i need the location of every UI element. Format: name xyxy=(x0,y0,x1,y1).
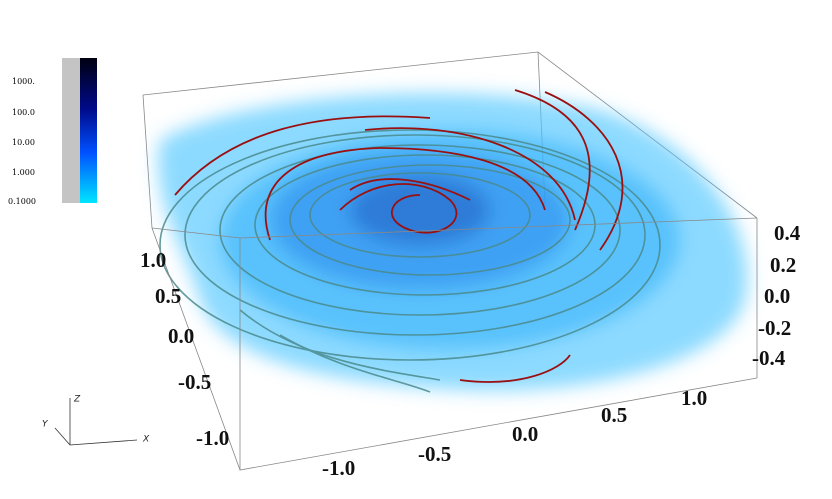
x-axis-labels: -1.0 -0.5 0.0 0.5 1.0 xyxy=(322,386,707,480)
y-tick-label: 0.5 xyxy=(155,284,181,308)
x-tick-label: 1.0 xyxy=(681,386,707,410)
box-edge xyxy=(151,227,758,471)
streamlines xyxy=(159,89,661,393)
y-tick-label: -0.5 xyxy=(178,370,211,394)
bounding-box-front xyxy=(151,217,758,471)
z-tick-label: 0.4 xyxy=(774,221,801,245)
colorbar-strip xyxy=(62,58,80,203)
colorbar-label: 0.1000 xyxy=(8,197,36,206)
z-tick-label: -0.4 xyxy=(752,346,786,370)
z-axis-labels: 0.4 0.2 0.0 -0.2 -0.4 xyxy=(752,221,801,370)
colorbar-label: 100.0 xyxy=(12,108,35,117)
y-tick-label: 1.0 xyxy=(140,248,166,272)
x-tick-label: 0.0 xyxy=(512,422,538,446)
axis-triad: Z X Y xyxy=(42,395,150,446)
x-tick-label: 0.5 xyxy=(601,403,627,427)
colorbar-label: 10.00 xyxy=(12,138,35,147)
colorbar-gradient xyxy=(80,58,97,203)
x-tick-label: -0.5 xyxy=(418,442,451,466)
triad-label: Y xyxy=(42,420,49,430)
y-tick-label: 0.0 xyxy=(168,324,194,348)
colorbar-label: 1000. xyxy=(12,77,35,86)
colorbar-label: 1.000 xyxy=(12,168,35,177)
box-edge xyxy=(142,94,153,229)
y-axis-labels: 1.0 0.5 0.0 -0.5 -1.0 xyxy=(140,248,229,450)
triad-label: Z xyxy=(73,395,81,405)
y-tick-label: -1.0 xyxy=(196,426,229,450)
z-tick-label: 0.2 xyxy=(770,253,796,277)
triad-label: X xyxy=(142,435,150,445)
volume-render xyxy=(158,93,748,391)
x-tick-label: -1.0 xyxy=(322,456,355,480)
z-tick-label: -0.2 xyxy=(758,316,791,340)
z-tick-label: 0.0 xyxy=(764,284,790,308)
colorbar: 1000. 100.0 10.00 1.000 0.1000 xyxy=(8,58,97,206)
